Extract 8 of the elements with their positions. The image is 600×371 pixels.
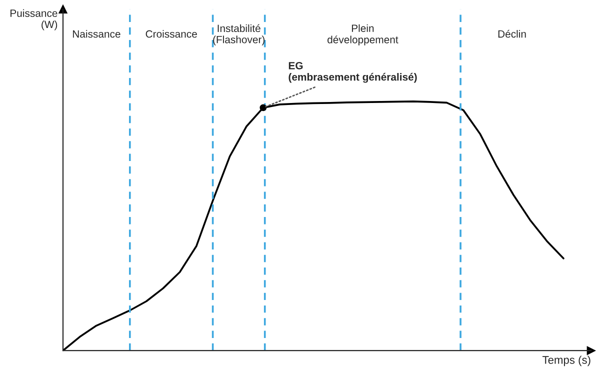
text: EG (embrasement généralisé) xyxy=(288,62,417,83)
text: Déclin xyxy=(498,30,526,38)
text: Instabilité (Flashover) xyxy=(213,24,265,46)
text: Plein développement xyxy=(328,24,398,46)
text: Naissance xyxy=(72,30,120,38)
x-axis-title: Temps (s) xyxy=(542,356,590,366)
text: Croissance xyxy=(146,30,197,38)
text: Puissance (W) xyxy=(10,9,58,30)
